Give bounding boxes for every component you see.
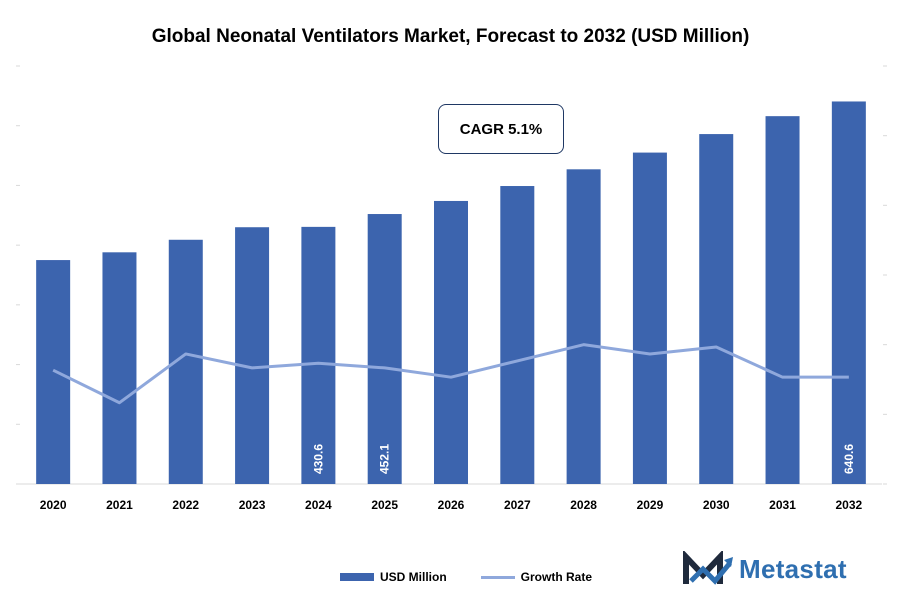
data-labels: 430.6 452.1 640.6 <box>311 444 855 474</box>
bar <box>301 226 336 484</box>
legend-item-usd-million: USD Million <box>340 570 447 584</box>
x-tick-label: 2022 <box>172 498 199 512</box>
x-tick-label: 2031 <box>769 498 796 512</box>
bar <box>235 227 270 484</box>
x-tick-label: 2028 <box>570 498 597 512</box>
bar <box>632 152 667 485</box>
growth-rate-series <box>52 343 849 405</box>
metastat-logo: Metastat <box>683 551 847 587</box>
bar <box>566 169 601 484</box>
bar <box>500 186 535 485</box>
cagr-annotation: CAGR 5.1% <box>438 104 564 154</box>
bar <box>831 101 866 485</box>
bar-series <box>36 101 866 485</box>
data-label: 640.6 <box>842 444 856 474</box>
bar <box>765 116 800 484</box>
brand-name: Metastat <box>739 553 847 584</box>
x-tick-label: 2030 <box>703 498 730 512</box>
x-tick-label: 2025 <box>371 498 398 512</box>
legend-label: Growth Rate <box>520 570 593 584</box>
legend-swatch-line <box>480 575 515 579</box>
legend: USD Million Growth Rate <box>340 570 626 584</box>
bar <box>367 214 402 484</box>
bar <box>102 252 137 484</box>
x-tick-label: 2027 <box>504 498 531 512</box>
legend-item-growth-rate: Growth Rate <box>480 570 593 584</box>
x-tick-label: 2029 <box>637 498 664 512</box>
legend-label: USD Million <box>380 570 447 584</box>
legend-swatch-bar <box>340 573 374 581</box>
bar <box>699 134 734 484</box>
data-label: 452.1 <box>378 444 392 474</box>
chart-title: Global Neonatal Ventilators Market, Fore… <box>151 26 750 47</box>
x-tick-label: 2032 <box>835 498 862 512</box>
data-label: 430.6 <box>311 444 325 474</box>
bar <box>434 200 468 484</box>
x-tick-label: 2021 <box>106 498 133 512</box>
x-tick-label: 2023 <box>239 498 266 512</box>
metastat-logo-icon <box>683 551 733 585</box>
x-tick-label: 2026 <box>438 498 465 512</box>
growth-rate-line <box>52 343 849 405</box>
bar <box>36 260 71 484</box>
x-tick-label: 2020 <box>40 498 67 512</box>
x-tick-label: 2024 <box>305 498 332 512</box>
